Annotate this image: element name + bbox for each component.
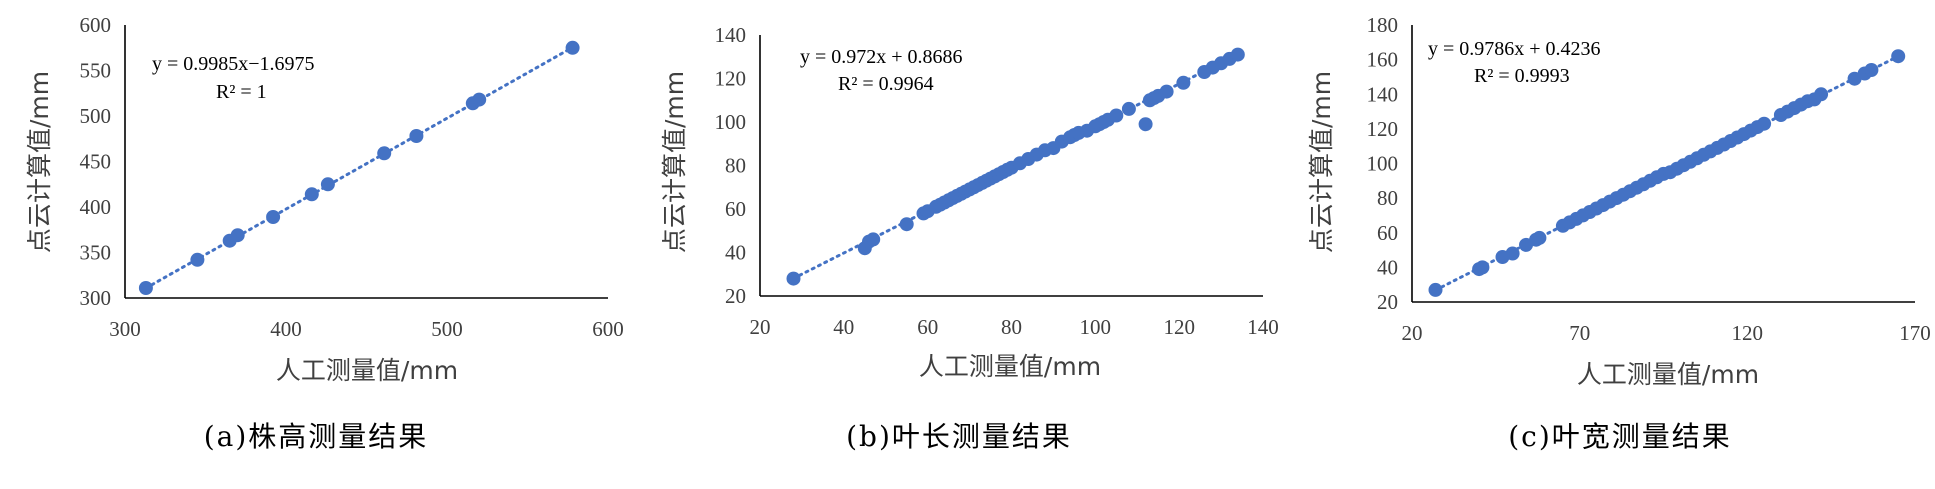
x-tick-label-b: 80	[1001, 315, 1022, 339]
y-tick-label-a: 500	[80, 104, 112, 128]
trendline-equation-b: y = 0.972x + 0.8686	[800, 46, 963, 68]
y-tick-label-c: 40	[1377, 255, 1398, 279]
caption-c: (c)叶宽测量结果	[1508, 420, 1732, 453]
trendline-b	[792, 52, 1240, 280]
data-point-c	[1532, 230, 1547, 245]
x-tick-label-b: 140	[1247, 315, 1279, 339]
y-axis-title-a: 点云计算值/mm	[25, 71, 54, 253]
x-tick-label-a: 600	[592, 317, 624, 341]
x-tick-label-a: 300	[109, 317, 141, 341]
y-tick-label-a: 550	[80, 59, 112, 83]
data-point-b	[899, 217, 914, 232]
x-tick-label-a: 500	[431, 317, 463, 341]
x-axis-title-c: 人工测量值/mm	[1577, 360, 1759, 389]
data-point-b	[1109, 108, 1124, 123]
y-tick-label-c: 100	[1367, 152, 1399, 176]
y-tick-label-c: 160	[1367, 48, 1399, 72]
x-tick-label-c: 20	[1402, 321, 1423, 345]
trendline-a	[144, 45, 575, 290]
y-tick-label-a: 350	[80, 241, 112, 265]
x-tick-labels-a: 300 400 500 600	[109, 317, 624, 341]
y-tick-label-b: 40	[725, 241, 746, 265]
x-tick-label-b: 120	[1163, 315, 1195, 339]
trendline-c	[1434, 54, 1900, 292]
y-tick-label-b: 100	[715, 110, 747, 134]
y-tick-label-c: 140	[1367, 82, 1399, 106]
y-axis-title-c: 点云计算值/mm	[1307, 71, 1336, 253]
y-tick-label-a: 300	[80, 286, 112, 310]
x-tick-label-c: 70	[1569, 321, 1590, 345]
trendline-equation-c: y = 0.9786x + 0.4236	[1428, 38, 1601, 60]
r-squared-a: R² = 1	[216, 81, 267, 103]
r-squared-c: R² = 0.9993	[1474, 65, 1570, 87]
y-tick-label-c: 120	[1367, 117, 1399, 141]
caption-a: (a)株高测量结果	[204, 420, 429, 453]
x-tick-label-b: 40	[833, 315, 854, 339]
data-point-c	[1757, 116, 1772, 131]
x-axis-title-a: 人工测量值/mm	[276, 356, 458, 385]
x-tick-labels-b: 20 40 60 80 100 120 140	[750, 315, 1279, 339]
y-tick-label-c: 80	[1377, 186, 1398, 210]
y-axis-title-b: 点云计算值/mm	[660, 71, 689, 253]
y-tick-label-c: 60	[1377, 221, 1398, 245]
y-tick-label-a: 600	[80, 13, 112, 37]
y-tick-labels-c: 20 40 60 80 100 120 140 160 180	[1367, 13, 1399, 314]
data-point-a	[472, 92, 487, 107]
r-squared-b: R² = 0.9964	[838, 73, 934, 95]
y-tick-label-b: 60	[725, 197, 746, 221]
chart-panel-a: 300 400 500 600 300 350 400 450 500 550 600 y = 0…	[25, 13, 624, 453]
chart-panel-c: 20 70 120 170 20 40 60 80 100 120 140 160 180 y = 0…	[1307, 13, 1931, 453]
x-tick-label-b: 60	[917, 315, 938, 339]
y-tick-labels-b: 20 40 60 80 100 120 140	[715, 23, 747, 308]
x-axis-title-b: 人工测量值/mm	[919, 352, 1101, 381]
data-point-c	[1864, 63, 1879, 77]
x-tick-label-c: 170	[1899, 321, 1931, 345]
x-tick-label-b: 100	[1080, 315, 1112, 339]
y-tick-label-b: 80	[725, 154, 746, 178]
y-tick-label-b: 140	[715, 23, 747, 47]
y-tick-label-c: 180	[1367, 13, 1399, 37]
data-point-b	[1138, 117, 1153, 132]
y-tick-label-a: 400	[80, 195, 112, 219]
data-point-c	[1814, 87, 1829, 102]
x-tick-label-a: 400	[270, 317, 302, 341]
y-tick-labels-a: 300 350 400 450 500 550 600	[80, 13, 112, 310]
x-tick-label-b: 20	[750, 315, 771, 339]
x-tick-label-c: 120	[1732, 321, 1764, 345]
data-point-b	[1121, 101, 1136, 116]
chart-panel-b: 20 40 60 80 100 120 140 20 40 60 80 100 120 140 y = …	[660, 23, 1279, 453]
trendline-equation-a: y = 0.9985x−1.6975	[152, 53, 315, 75]
data-point-a	[565, 40, 580, 55]
y-tick-label-a: 450	[80, 150, 112, 174]
x-tick-labels-c: 20 70 120 170	[1402, 321, 1931, 345]
caption-b: (b)叶长测量结果	[846, 420, 1072, 453]
y-tick-label-b: 120	[715, 67, 747, 91]
y-tick-label-c: 20	[1377, 290, 1398, 314]
y-tick-label-b: 20	[725, 284, 746, 308]
